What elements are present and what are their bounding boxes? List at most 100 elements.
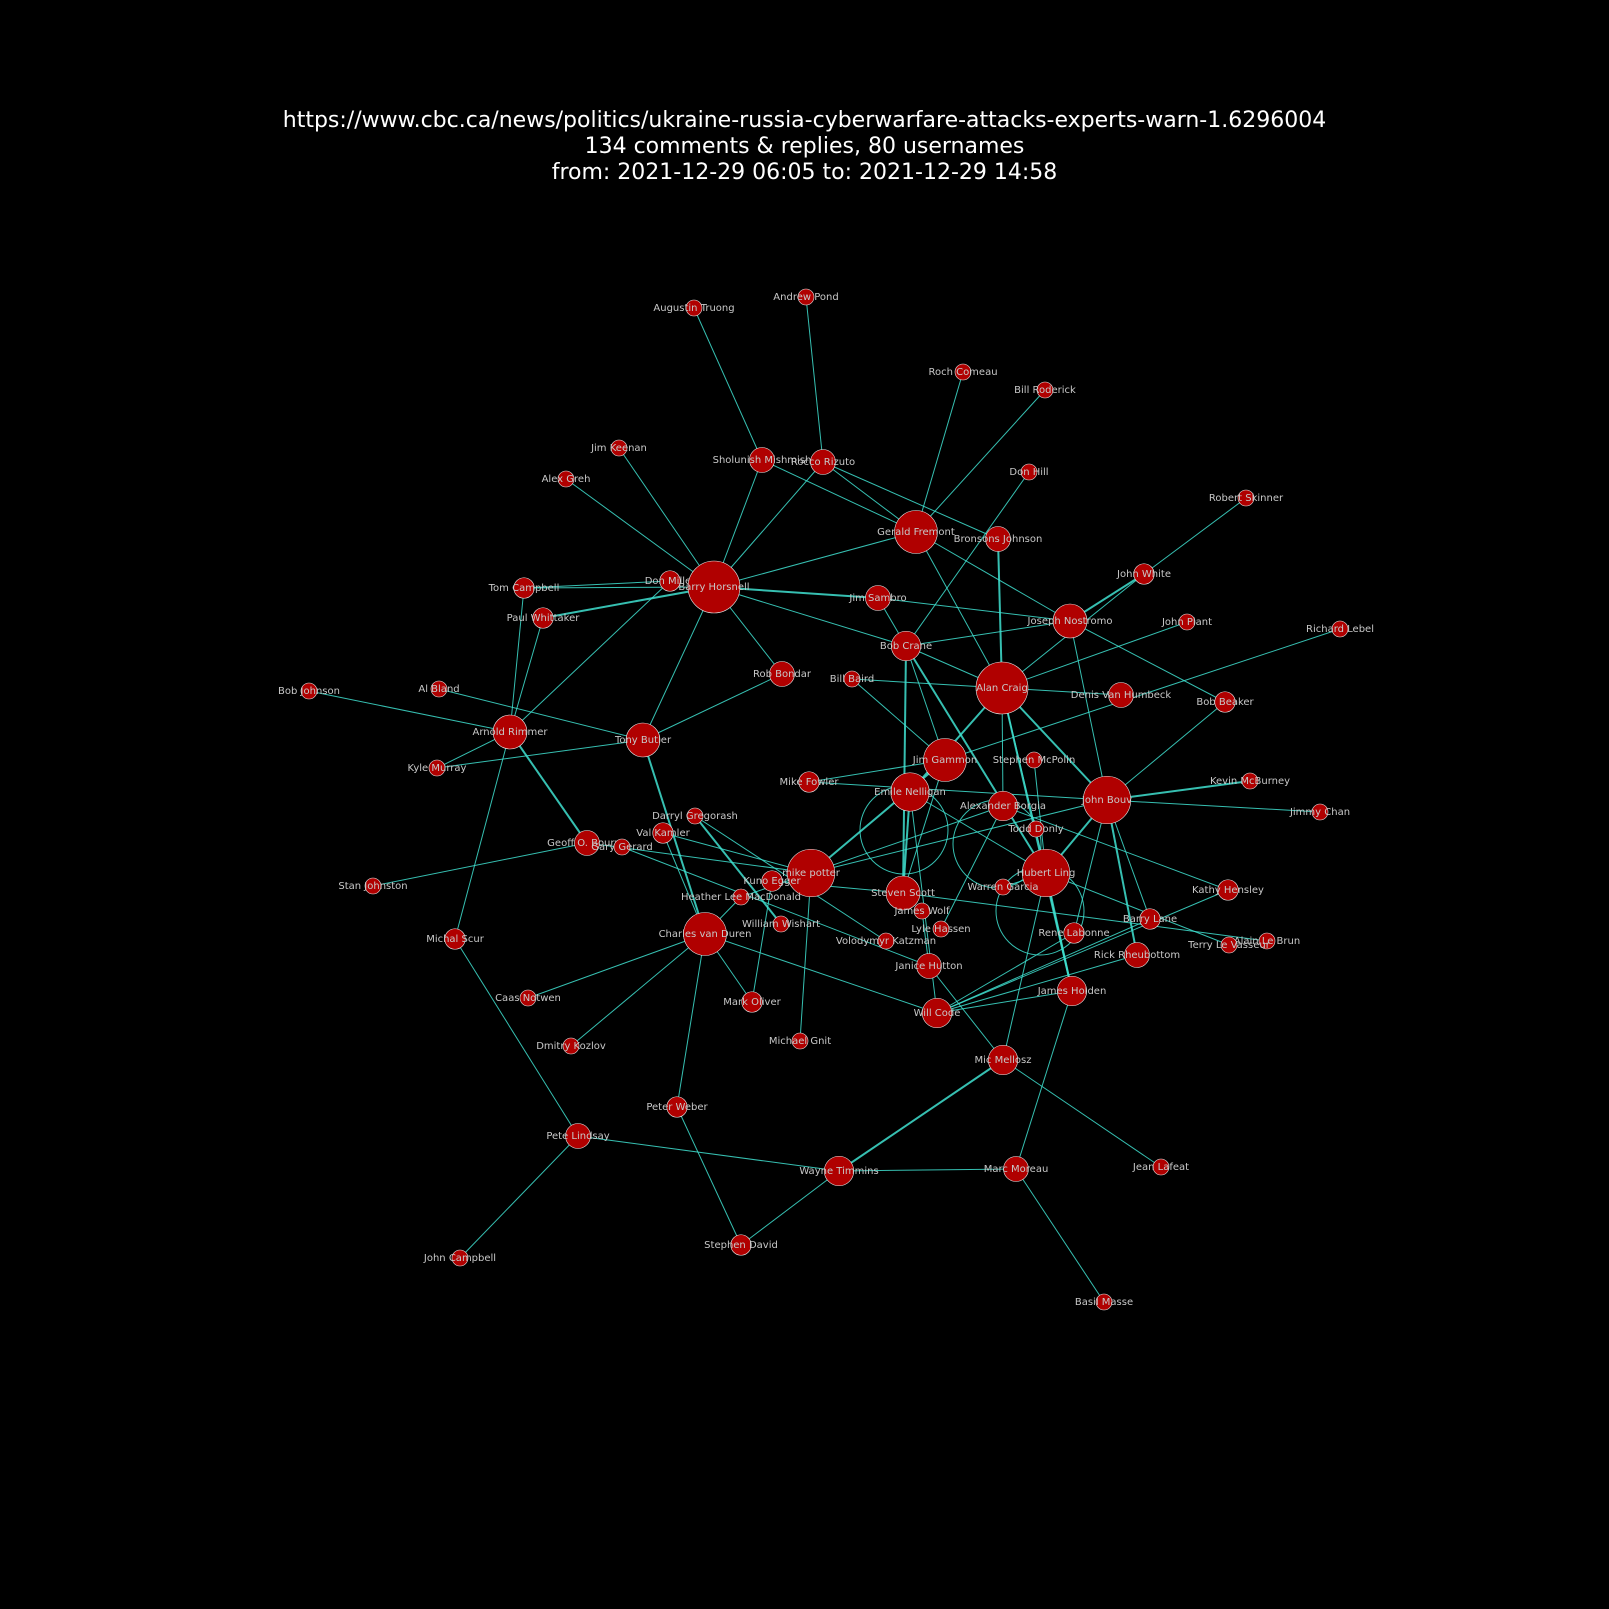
- node-circle: [613, 838, 631, 856]
- edge-emile-nelligan-hubert-ling: [909, 791, 1047, 874]
- node-circle: [923, 738, 967, 782]
- node-jim-keenan: Jim Keenan: [590, 439, 647, 457]
- edge-charles-van-duren-caas-notwen: [527, 933, 706, 999]
- node-will-code: Will Code: [914, 997, 960, 1029]
- node-label: Caas Notwen: [495, 993, 561, 1004]
- node-label: Val Kamler: [636, 828, 690, 839]
- node-stephen-david: Stephen David: [704, 1234, 778, 1256]
- node-heather-lee-macdonald: Heather Lee MacDonald: [681, 888, 801, 906]
- node-label: Richard Lebel: [1306, 624, 1374, 635]
- node-label: John Plant: [1161, 617, 1212, 628]
- node-label: Bill Baird: [830, 674, 874, 685]
- node-circle: [932, 920, 950, 938]
- node-warren-garcia: Warren Garcia: [967, 878, 1039, 896]
- node-alex-greh: Alex Greh: [542, 470, 590, 488]
- node-circle: [574, 830, 600, 856]
- node-michael-gnit: Michael Gnit: [769, 1032, 831, 1050]
- node-label: Jim Sambro: [848, 593, 906, 604]
- node-label: Darryl Gregorash: [652, 811, 738, 822]
- node-label: Bill Roderick: [1014, 385, 1076, 396]
- node-circle: [1133, 563, 1155, 585]
- edge-steven-scott-alain-le-brun: [902, 892, 1268, 942]
- edge-rene-labonne-will-code: [936, 932, 1075, 1014]
- node-circle: [652, 822, 674, 844]
- node-label: Heather Lee MacDonald: [681, 892, 801, 903]
- node-label: Warren Garcia: [967, 882, 1038, 893]
- node-roch-comeau: Roch Comeau: [928, 363, 998, 381]
- node-label: Bob Crane: [880, 641, 932, 652]
- node-circle: [786, 848, 836, 898]
- edge-joseph-nostromo-bob-beaker: [1069, 620, 1226, 703]
- node-emile-nelligan: Emile Nelligan: [874, 772, 946, 812]
- node-janice-hutton: Janice Hutton: [894, 953, 963, 979]
- node-circle: [732, 888, 750, 906]
- node-circle: [823, 1155, 855, 1187]
- node-circle: [513, 577, 535, 599]
- node-circle: [1124, 942, 1150, 968]
- node-kyle-murray: Kyle Murray: [408, 759, 467, 777]
- edge-don-miller-arnold-rimmer: [509, 580, 671, 733]
- node-james-wolf: James Wolf: [893, 902, 950, 920]
- node-todd-donly: Todd Donly: [1007, 820, 1064, 838]
- node-kevin-mcburney: Kevin McBurney: [1210, 772, 1290, 790]
- node-circle: [994, 878, 1012, 896]
- node-circle: [1139, 908, 1161, 930]
- node-jimmy-chan: Jimmy Chan: [1289, 803, 1350, 821]
- edge-alex-greh-barry-horsnell: [565, 478, 715, 588]
- node-circle: [885, 875, 921, 911]
- node-circle: [975, 661, 1029, 715]
- node-circle: [894, 510, 938, 554]
- edge-tom-campbell-barry-horsnell: [523, 586, 715, 589]
- node-val-kamler: Val Kamler: [636, 822, 691, 844]
- node-augustin-truong: Augustin Truong: [653, 299, 735, 317]
- node-paul-whittaker: Paul Whittaker: [507, 607, 581, 629]
- node-circle: [430, 680, 448, 698]
- edge-hubert-ling-mic-mellosz: [1002, 872, 1047, 1061]
- node-basil-masse: Basil Masse: [1075, 1293, 1133, 1311]
- node-label: Tom Campbell: [488, 583, 560, 594]
- node-jean-lafeat: Jean Lafeat: [1132, 1158, 1189, 1176]
- node-label: Augustin Truong: [653, 303, 734, 314]
- node-circle: [659, 570, 681, 592]
- edge-richard-lebel-jim-gammon: [944, 628, 1341, 761]
- edge-michal-scur-pete-lindsay: [454, 938, 579, 1137]
- node-mark-oliver: Mark Oliver: [723, 991, 782, 1013]
- edge-hubert-ling-terry-le-vasseur: [1045, 872, 1230, 946]
- node-circle: [565, 1123, 591, 1149]
- node-al-bland: Al Bland: [418, 680, 460, 698]
- edge-wayne-timmins-marc-moreau: [838, 1168, 1017, 1172]
- node-label: Charles van Duren: [659, 929, 752, 940]
- node-alexander-borgia: Alexander Borgia: [960, 790, 1046, 822]
- node-circle: [1217, 879, 1239, 901]
- edge-peter-weber-stephen-david: [676, 1106, 742, 1246]
- node-label: Rob Bondar: [753, 669, 812, 680]
- node-tom-campbell: Tom Campbell: [488, 577, 560, 599]
- node-label: Paul Whittaker: [507, 613, 581, 624]
- node-label: Stan Johnston: [338, 881, 407, 892]
- node-hubert-ling: Hubert Ling: [1017, 848, 1075, 898]
- node-label: Rick Rheubottom: [1094, 950, 1180, 961]
- node-circle: [625, 722, 661, 758]
- node-circle: [916, 953, 942, 979]
- node-mic-mellosz: Mic Mellosz: [975, 1044, 1032, 1076]
- edge-gerald-fremont-alan-craig: [915, 531, 1003, 689]
- node-circle: [451, 1249, 469, 1267]
- edge-mike-potter-michael-gnit: [799, 872, 812, 1042]
- node-label: Barry Lane: [1123, 914, 1177, 925]
- node-label: Jean Lafeat: [1132, 1162, 1189, 1173]
- node-jim-gammon: Jim Gammon: [912, 738, 977, 782]
- node-james-holden: James Holden: [1037, 975, 1106, 1007]
- node-circle: [1152, 1158, 1170, 1176]
- node-kathy-hensley: Kathy Hensley: [1192, 879, 1264, 901]
- node-bronsons-johnson: Bronsons Johnson: [954, 526, 1042, 552]
- edge-bob-beaker-john-bouv: [1106, 701, 1226, 801]
- edge-john-bouv-rick-rheubottom: [1106, 799, 1138, 956]
- node-label: William Wishart: [742, 919, 820, 930]
- node-label: Michael Gnit: [769, 1036, 831, 1047]
- node-label: Wayne Timmins: [799, 1166, 878, 1177]
- edge-darryl-gregorash-william-wishart: [694, 815, 782, 925]
- edge-john-bouv-mike-potter: [810, 799, 1108, 874]
- title-counts: 134 comments & replies, 80 usernames: [584, 134, 1025, 159]
- node-rocco-rizuto: Rocco Rizuto: [791, 449, 855, 475]
- edge-barry-horsnell-tony-butler: [642, 586, 715, 741]
